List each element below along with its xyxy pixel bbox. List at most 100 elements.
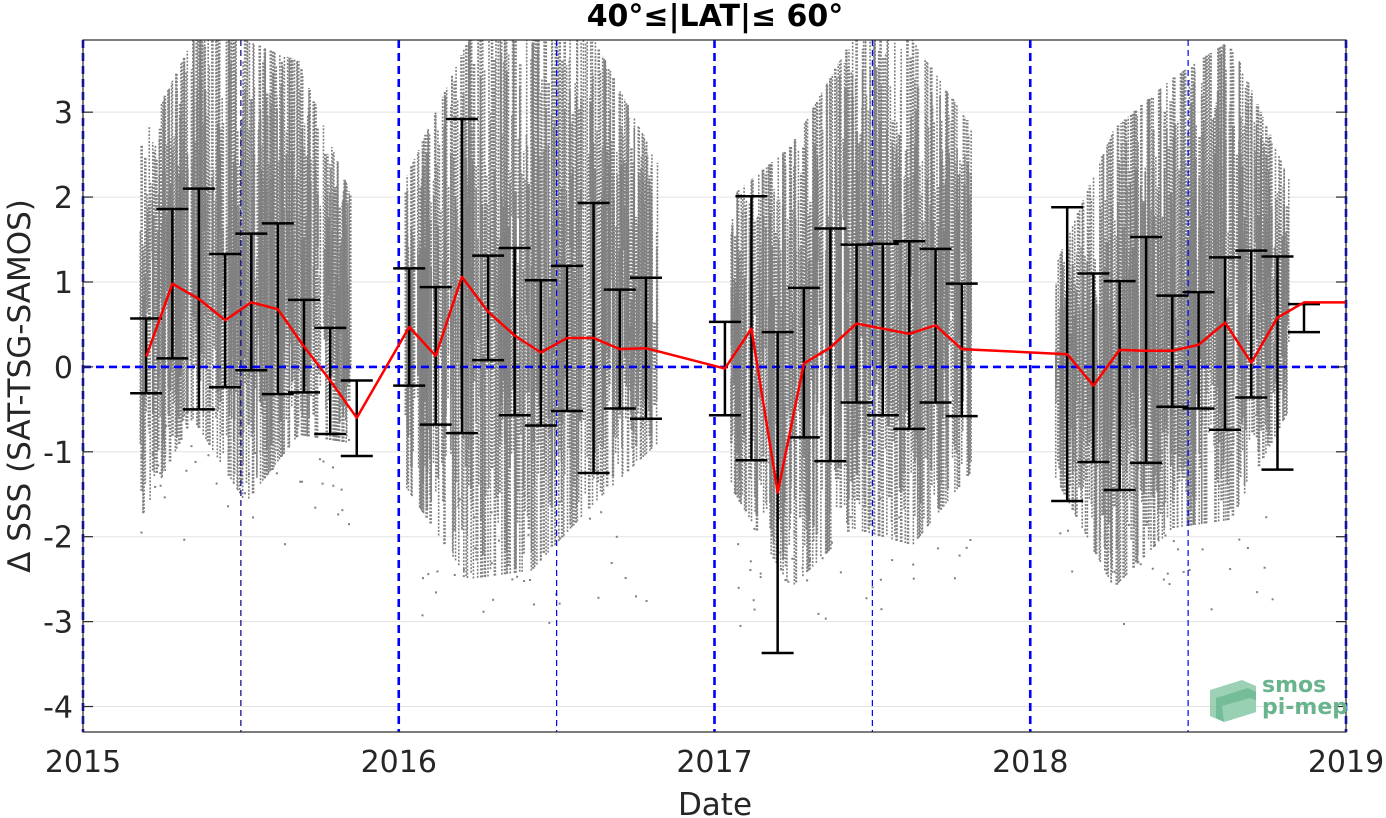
y-tick-label: 1 [54, 266, 73, 301]
scatter-point [253, 452, 256, 455]
scatter-point [159, 484, 162, 487]
scatter-point [806, 579, 809, 582]
scatter-point [1246, 546, 1249, 549]
scatter-point [791, 557, 794, 560]
scatter-point [1104, 510, 1107, 513]
scatter-point [779, 551, 782, 554]
logo-text-smos: smos [1262, 673, 1326, 698]
scatter-point [752, 599, 755, 602]
scatter-point [207, 454, 210, 457]
scatter-point [1160, 451, 1163, 454]
scatter-point [645, 599, 648, 602]
scatter-point [532, 603, 535, 606]
scatter-point [322, 460, 325, 463]
scatter-point [891, 559, 894, 562]
scatter-point [1265, 516, 1268, 519]
scatter-point [1151, 567, 1154, 570]
scatter-point [793, 530, 796, 533]
y-tick-label: -4 [43, 691, 73, 726]
scatter-point [318, 458, 321, 461]
scatter-point [190, 445, 193, 448]
scatter-point [1162, 502, 1165, 505]
scatter-point [341, 509, 344, 512]
scatter-point [615, 535, 618, 538]
scatter-point [1128, 483, 1131, 486]
scatter-point [871, 586, 874, 589]
scatter-point [154, 485, 157, 488]
scatter-point [267, 443, 270, 446]
scatter-point [443, 538, 446, 541]
scatter-point [559, 537, 562, 540]
scatter-point [753, 527, 756, 530]
scatter-point [490, 562, 493, 565]
scatter-point [787, 580, 790, 583]
y-tick-labels: -4 -3 -2 -1 0 1 2 3 [43, 96, 73, 725]
scatter-point [1127, 523, 1130, 526]
scatter-point [1071, 570, 1074, 573]
scatter-point [1271, 598, 1274, 601]
scatter-point [1162, 578, 1165, 581]
scatter-point [965, 546, 968, 549]
scatter-point [281, 447, 284, 450]
scatter-point [1137, 560, 1140, 563]
scatter-point [817, 612, 820, 615]
scatter-point [527, 533, 530, 536]
scatter-point [969, 539, 972, 542]
scatter-point [824, 617, 827, 620]
scatter-point [558, 602, 561, 605]
scatter-point [454, 506, 457, 509]
scatter-point [624, 577, 627, 580]
scatter-point [340, 488, 343, 491]
scatter-point [780, 567, 783, 570]
axes-box [82, 39, 1347, 733]
scatter-point [523, 580, 526, 583]
scatter-point [436, 570, 439, 573]
scatter-point [737, 543, 740, 546]
scatter-point [558, 500, 561, 503]
scatter-point [248, 473, 251, 476]
scatter-point [314, 506, 317, 509]
scatter-point [140, 531, 143, 534]
scatter-point [1177, 548, 1180, 551]
scatter-point [159, 472, 162, 475]
scatter-point [1157, 537, 1160, 540]
scatter-point [1168, 583, 1171, 586]
scatter-point [839, 571, 842, 574]
scatter-point [252, 516, 255, 519]
scatter-point [1154, 543, 1157, 546]
scatter-point [482, 610, 485, 613]
mean-line [145, 275, 1346, 494]
scatter-point [435, 591, 438, 594]
scatter-point [421, 577, 424, 580]
scatter-point [739, 624, 742, 627]
scatter-point [865, 597, 868, 600]
scatter-point [548, 621, 551, 624]
scatter-point [753, 608, 756, 611]
scatter-point [1229, 568, 1232, 571]
scatter-point [600, 511, 603, 514]
scatter-point [1113, 570, 1116, 573]
scatter-point [560, 479, 563, 482]
scatter-point [1210, 608, 1213, 611]
scatter-point [1102, 437, 1105, 440]
scatter-point [337, 513, 340, 516]
scatter-point [151, 453, 154, 456]
scatter-point [1230, 453, 1233, 456]
scatter-point [321, 482, 324, 485]
scatter-point [759, 576, 762, 579]
scatter-point [958, 554, 961, 557]
scatter-point [458, 498, 461, 501]
scatter-point [215, 482, 218, 485]
scatter-point [462, 568, 465, 571]
scatter-point [163, 496, 166, 499]
scatter-point [1164, 534, 1167, 537]
axes [82, 39, 1347, 733]
scatter-point [275, 472, 278, 475]
scatter-point [1182, 570, 1185, 573]
x-tick-label: 2015 [45, 745, 121, 780]
x-tick-label: 2016 [361, 745, 437, 780]
scatter-point [140, 456, 143, 459]
scatter-point [490, 511, 493, 514]
scatter-point [421, 614, 424, 617]
